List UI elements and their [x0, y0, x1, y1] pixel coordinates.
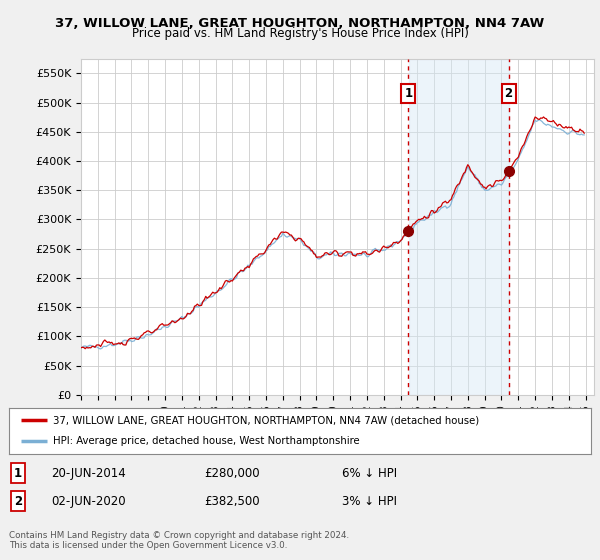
Text: 3% ↓ HPI: 3% ↓ HPI — [342, 494, 397, 508]
Text: 1: 1 — [404, 87, 413, 100]
Text: 02-JUN-2020: 02-JUN-2020 — [51, 494, 125, 508]
Text: Price paid vs. HM Land Registry's House Price Index (HPI): Price paid vs. HM Land Registry's House … — [131, 27, 469, 40]
Text: 20-JUN-2014: 20-JUN-2014 — [51, 466, 126, 480]
Text: 1: 1 — [14, 466, 22, 480]
Text: £382,500: £382,500 — [204, 494, 260, 508]
Text: Contains HM Land Registry data © Crown copyright and database right 2024.
This d: Contains HM Land Registry data © Crown c… — [9, 531, 349, 550]
Text: 37, WILLOW LANE, GREAT HOUGHTON, NORTHAMPTON, NN4 7AW (detached house): 37, WILLOW LANE, GREAT HOUGHTON, NORTHAM… — [53, 415, 479, 425]
Text: 37, WILLOW LANE, GREAT HOUGHTON, NORTHAMPTON, NN4 7AW: 37, WILLOW LANE, GREAT HOUGHTON, NORTHAM… — [55, 17, 545, 30]
Text: HPI: Average price, detached house, West Northamptonshire: HPI: Average price, detached house, West… — [53, 436, 359, 446]
Text: 2: 2 — [505, 87, 512, 100]
Text: £280,000: £280,000 — [204, 466, 260, 480]
Text: 2: 2 — [14, 494, 22, 508]
Text: 6% ↓ HPI: 6% ↓ HPI — [342, 466, 397, 480]
